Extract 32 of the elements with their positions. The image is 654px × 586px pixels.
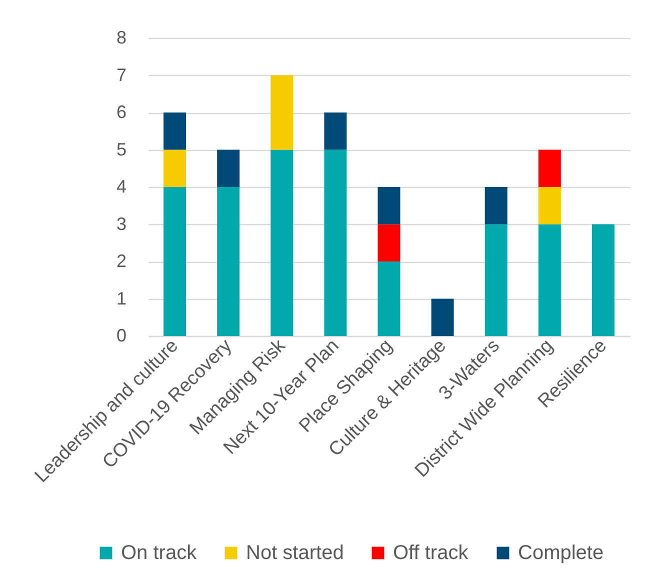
- bar: [538, 150, 561, 187]
- bar: [324, 150, 347, 336]
- bar: [538, 187, 561, 224]
- y-tick-label: 3: [116, 214, 126, 234]
- bar: [324, 112, 347, 150]
- y-tick-label: 4: [116, 176, 126, 196]
- y-tick-label: 6: [116, 102, 126, 122]
- bar: [164, 150, 186, 187]
- bar: [164, 187, 186, 336]
- y-tick-label: 2: [116, 251, 126, 271]
- bar: [378, 187, 400, 224]
- legend-label: Not started: [246, 542, 344, 564]
- bar: [217, 187, 240, 336]
- bar: [378, 262, 400, 336]
- bar: [217, 150, 240, 187]
- legend-label: On track: [121, 542, 198, 564]
- legend-label: Off track: [393, 542, 470, 564]
- legend-label: Complete: [518, 542, 604, 564]
- bar: [484, 187, 508, 224]
- bar: [270, 75, 294, 150]
- bar: [164, 112, 186, 150]
- bar: [484, 224, 508, 336]
- bar: [378, 224, 400, 262]
- bar: [270, 150, 294, 336]
- y-tick-label: 5: [116, 139, 126, 160]
- y-tick-label: 7: [116, 64, 126, 85]
- bar: [592, 224, 614, 336]
- y-tick-label: 0: [116, 326, 126, 346]
- y-tick-label: 8: [116, 28, 126, 48]
- y-tick-label: 1: [116, 288, 126, 308]
- bar: [431, 298, 454, 336]
- bar: [538, 224, 561, 336]
